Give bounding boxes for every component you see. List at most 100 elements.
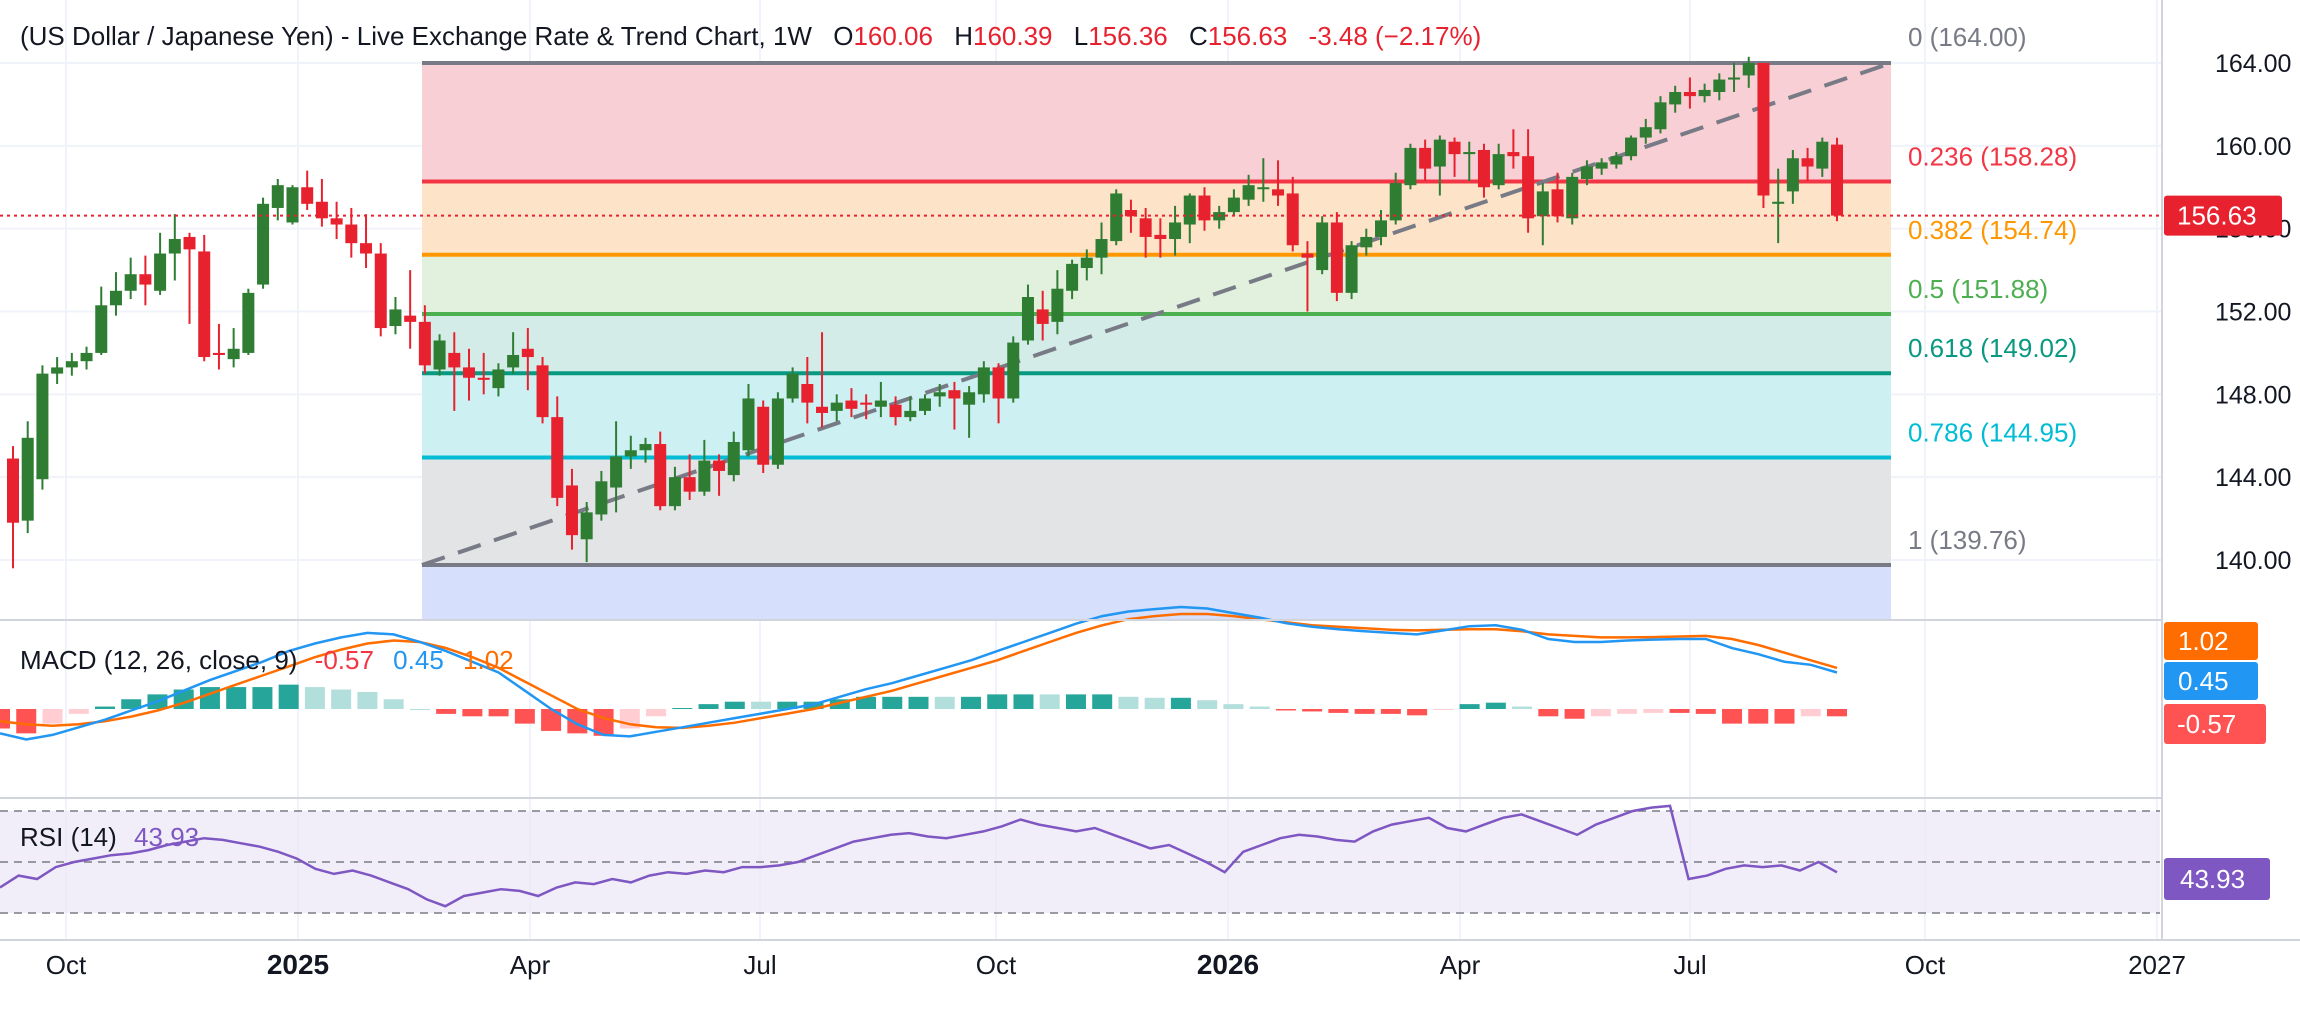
time-axis-label: 2027	[2128, 950, 2186, 980]
candle-body	[1742, 63, 1755, 76]
candle-body	[1772, 201, 1785, 204]
time-axis-label: Oct	[1905, 950, 1946, 980]
macd-histogram-bar	[1275, 709, 1296, 711]
candle-body	[639, 444, 652, 451]
macd-histogram-bar	[1354, 709, 1375, 714]
candle-body	[1683, 91, 1696, 97]
candle-body	[757, 406, 770, 465]
candle-body	[1036, 309, 1049, 324]
candle-body	[727, 441, 740, 476]
trendline-dashed	[421, 61, 1892, 567]
macd-legend: MACD (12, 26, close, 9) -0.57 0.45 1.02	[20, 645, 514, 675]
macd-histogram-bar	[698, 704, 719, 709]
header-low: 156.36	[1088, 21, 1168, 51]
rsi-tag-text: 43.93	[2180, 864, 2245, 894]
candle-body	[389, 309, 402, 326]
candle-body	[1007, 342, 1020, 399]
time-axis-label: Apr	[510, 950, 551, 980]
candle-body	[889, 404, 902, 418]
candle-body	[212, 352, 225, 355]
candle-body	[948, 390, 961, 399]
candle-body	[1066, 263, 1079, 291]
fib-level-label: 0 (164.00)	[1908, 22, 2027, 52]
header-close-label: C	[1189, 21, 1208, 51]
macd-histogram-bar	[1617, 709, 1638, 714]
price-axis-label: 144.00	[2215, 464, 2291, 492]
macd-line-tag	[2164, 662, 2258, 700]
candle-body	[463, 367, 475, 378]
price-axis-label: 140.00	[2215, 547, 2291, 575]
macd-pane: 1.02 0.45 -0.57	[0, 605, 2266, 744]
candle-body	[845, 400, 858, 409]
macd-histogram-bar	[646, 709, 667, 717]
candle-body	[1330, 222, 1343, 293]
candle-body	[1757, 63, 1770, 196]
macd-histogram-bar	[1590, 709, 1611, 717]
macd-histogram-bar	[436, 709, 457, 714]
candle-body	[830, 402, 843, 411]
macd-histogram-bar	[68, 709, 89, 714]
candle-body	[1183, 195, 1196, 225]
macd-histogram-bar	[882, 696, 903, 709]
candle-body	[742, 398, 755, 451]
candle-body	[919, 398, 931, 411]
candle-body	[786, 373, 799, 399]
macd-line-value: 0.45	[393, 645, 444, 675]
candle-body	[154, 253, 167, 291]
macd-histogram-bar	[1170, 697, 1191, 709]
candle-body	[109, 290, 122, 306]
candle-body	[168, 239, 181, 254]
macd-histogram-bar	[357, 691, 378, 709]
macd-histogram-bar	[1065, 694, 1086, 709]
candle-body	[1566, 176, 1579, 219]
candle-body	[1389, 183, 1402, 221]
macd-histogram-bar	[1774, 709, 1795, 724]
macd-label: MACD (12, 26, close, 9)	[20, 645, 297, 675]
time-axis-label: 2026	[1197, 949, 1259, 980]
macd-histogram-bar	[1669, 709, 1690, 713]
candle-body	[507, 354, 520, 368]
macd-signal-tag	[2164, 622, 2258, 660]
candle-body	[271, 185, 284, 208]
time-axis-label: Apr	[1440, 950, 1481, 980]
candle-body	[1580, 166, 1593, 179]
macd-signal-value: 1.02	[463, 645, 514, 675]
candle-body	[330, 218, 343, 225]
candle-body	[286, 187, 299, 223]
candle-body	[816, 406, 829, 413]
fib-zone	[422, 254, 1891, 314]
macd-histogram-bar	[94, 706, 115, 709]
candle-body	[771, 398, 784, 465]
candle-body	[565, 485, 578, 536]
candle-body	[1536, 191, 1549, 217]
candle-body	[1477, 149, 1490, 188]
candle-body	[36, 373, 49, 480]
header-change: -3.48 (−2.17%)	[1309, 21, 1482, 51]
fib-level-label: 0.236 (158.28)	[1908, 141, 2077, 171]
candle-body	[95, 305, 108, 353]
macd-histogram-bar	[304, 687, 325, 709]
macd-hist-tag	[2164, 704, 2266, 744]
macd-histogram-bar	[252, 687, 273, 709]
candle-body	[1021, 297, 1034, 341]
macd-histogram-bar	[856, 696, 877, 709]
candle-body	[683, 477, 696, 492]
macd-histogram-bar	[1433, 709, 1454, 710]
candle-body	[963, 392, 976, 405]
macd-histogram-bar	[541, 709, 562, 731]
candle-body	[1110, 193, 1123, 242]
candle-body	[227, 348, 240, 360]
macd-histogram-bar	[1013, 694, 1034, 709]
macd-histogram-bar	[777, 701, 798, 709]
macd-histogram-bar	[514, 709, 535, 724]
candlestick-series	[7, 56, 1843, 569]
candle-body	[1272, 189, 1285, 196]
candle-body	[1728, 77, 1741, 80]
candle-body	[1801, 158, 1814, 167]
fib-zone	[422, 373, 1891, 458]
macd-histogram-bar	[1485, 702, 1506, 709]
time-axis-label: 2025	[267, 949, 329, 980]
candle-body	[860, 402, 873, 405]
macd-hist-value: -0.57	[315, 645, 374, 675]
